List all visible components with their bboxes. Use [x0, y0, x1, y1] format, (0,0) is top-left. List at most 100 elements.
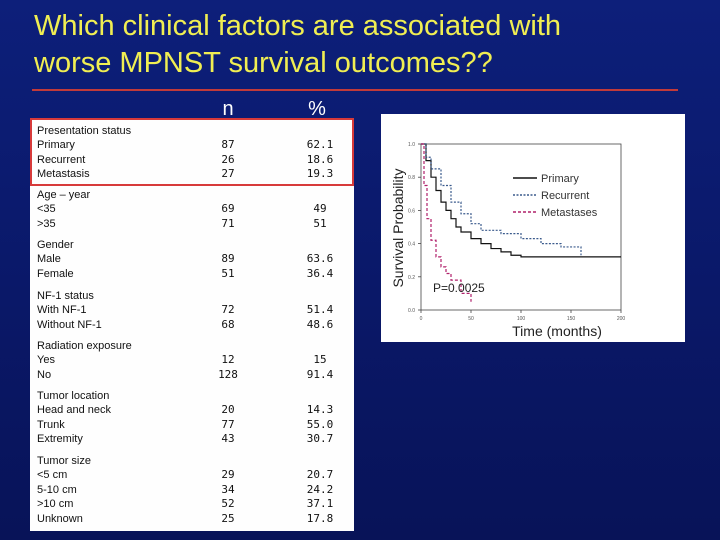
row-label: No — [37, 368, 52, 381]
row-label: Yes — [37, 354, 55, 367]
row-percent: 30.7 — [306, 432, 334, 446]
row-label: 5-10 cm — [37, 483, 77, 496]
survival-chart-svg: 0 50 100 150 200 0.0 0.2 0.4 0.6 0.8 1.0 Primary Rec… — [390, 142, 626, 339]
row-percent: 63.6 — [306, 252, 334, 266]
row-percent: 19.3 — [306, 167, 334, 181]
row-count: 71 — [221, 216, 235, 230]
section-labels: Age – year <35 >35 — [37, 188, 90, 231]
section-labels: Tumor size <5 cm 5-10 cm >10 cm Unknown — [37, 454, 91, 526]
row-label: With NF-1 — [37, 304, 87, 317]
row-percent: 62.1 — [306, 138, 334, 152]
section-heading: Tumor location — [37, 390, 110, 402]
row-count: 26 — [221, 152, 235, 166]
row-count: 25 — [221, 511, 235, 525]
row-percent: 24.2 — [306, 482, 334, 496]
section-labels: Tumor location Head and neck Trunk Extremit… — [37, 389, 111, 447]
percent-column: 15 91.4 — [302, 353, 338, 382]
count-column: 12 128 — [213, 353, 243, 382]
count-column: 69 71 — [213, 202, 243, 231]
row-count: 87 — [221, 138, 235, 152]
x-tick-label: 100 — [517, 316, 526, 322]
x-axis-label: Time (months) — [512, 323, 602, 339]
row-count: 77 — [221, 417, 235, 431]
row-percent: 17.8 — [306, 511, 334, 525]
section-heading: Radiation exposure — [37, 340, 132, 352]
y-tick-label: 0.8 — [408, 175, 415, 181]
row-count: 69 — [221, 202, 235, 216]
row-percent: 37.1 — [306, 497, 334, 511]
row-percent: 55.0 — [306, 417, 334, 431]
row-label: Recurrent — [37, 153, 86, 166]
title-line-1: Which clinical factors are associated wi… — [34, 10, 562, 42]
legend-label: Recurrent — [541, 190, 589, 202]
section-labels: Gender Male Female — [37, 238, 74, 281]
section-labels: NF-1 status With NF-1 Without NF-1 — [37, 289, 102, 332]
row-count: 51 — [221, 266, 235, 280]
y-axis-label: Survival Probability — [390, 168, 406, 287]
y-tick-label: 0.4 — [408, 242, 415, 248]
percent-column: 49 51 — [302, 202, 338, 231]
x-tick-label: 150 — [567, 316, 576, 322]
percent-column: 62.1 18.6 19.3 — [302, 138, 338, 181]
row-percent: 91.4 — [306, 367, 334, 381]
row-count: 27 — [221, 167, 235, 181]
series-line-metastases — [421, 143, 472, 302]
row-label: Without NF-1 — [37, 318, 102, 331]
row-label: Head and neck — [37, 404, 111, 417]
y-tick-label: 0.2 — [408, 275, 415, 281]
row-count: 43 — [221, 432, 235, 446]
row-percent: 14.3 — [306, 403, 334, 417]
row-label: >35 — [37, 217, 56, 230]
row-label: <35 — [37, 203, 56, 216]
series-line-recurrent — [421, 143, 582, 256]
x-tick-label: 200 — [617, 316, 626, 322]
series-line-primary — [421, 143, 621, 258]
row-count: 72 — [221, 303, 235, 317]
count-column: 20 77 43 — [213, 403, 243, 446]
row-percent: 20.7 — [306, 468, 334, 482]
row-label: Female — [37, 267, 74, 280]
row-label: Male — [37, 253, 61, 266]
section-labels: Radiation exposure Yes No — [37, 339, 132, 382]
row-count: 20 — [221, 403, 235, 417]
row-count: 29 — [221, 468, 235, 482]
y-tick-label: 1.0 — [408, 142, 415, 148]
row-percent: 48.6 — [306, 317, 334, 331]
count-column: 87 26 27 — [213, 138, 243, 181]
count-column: 72 68 — [213, 303, 243, 332]
row-label: Trunk — [37, 418, 65, 431]
row-percent: 15 — [313, 353, 327, 367]
row-label: Extremity — [37, 433, 83, 446]
percent-column: 14.3 55.0 30.7 — [302, 403, 338, 446]
legend-label: Primary — [541, 173, 579, 185]
y-tick-label: 0.6 — [408, 208, 415, 214]
section-labels: Presentation status Primary Recurrent Metas… — [37, 124, 131, 182]
percent-column: 63.6 36.4 — [302, 252, 338, 281]
clinical-factors-table: Presentation status Primary Recurrent Metas… — [30, 120, 354, 531]
column-header-n: n — [222, 98, 234, 120]
section-heading: Tumor size — [37, 455, 91, 467]
row-label: >10 cm — [37, 498, 74, 511]
percent-column: 20.7 24.2 37.1 17.8 — [302, 468, 338, 526]
presentation-status-highlight — [30, 118, 354, 186]
survival-curve-figure: 0 50 100 150 200 0.0 0.2 0.4 0.6 0.8 1.0 Primary Rec… — [381, 114, 685, 342]
x-tick-label: 50 — [468, 316, 474, 322]
row-label: Primary — [37, 139, 75, 152]
row-percent: 49 — [313, 202, 327, 216]
slide-title: Which clinical factors are associated wi… — [34, 8, 694, 82]
row-count: 12 — [221, 353, 235, 367]
row-percent: 36.4 — [306, 266, 334, 280]
title-line-2: worse MPNST survival outcomes?? — [34, 47, 493, 79]
legend-label: Metastases — [541, 207, 598, 219]
row-count: 34 — [221, 482, 235, 496]
row-count: 52 — [221, 497, 235, 511]
row-label: Metastasis — [37, 168, 90, 181]
p-value-annotation: P=0.0025 — [433, 281, 485, 295]
row-percent: 18.6 — [306, 152, 334, 166]
row-count: 68 — [221, 317, 235, 331]
percent-column: 51.4 48.6 — [302, 303, 338, 332]
row-label: <5 cm — [37, 469, 68, 482]
section-heading: Age – year — [37, 189, 91, 201]
row-label: Unknown — [37, 512, 83, 525]
row-count: 89 — [221, 252, 235, 266]
